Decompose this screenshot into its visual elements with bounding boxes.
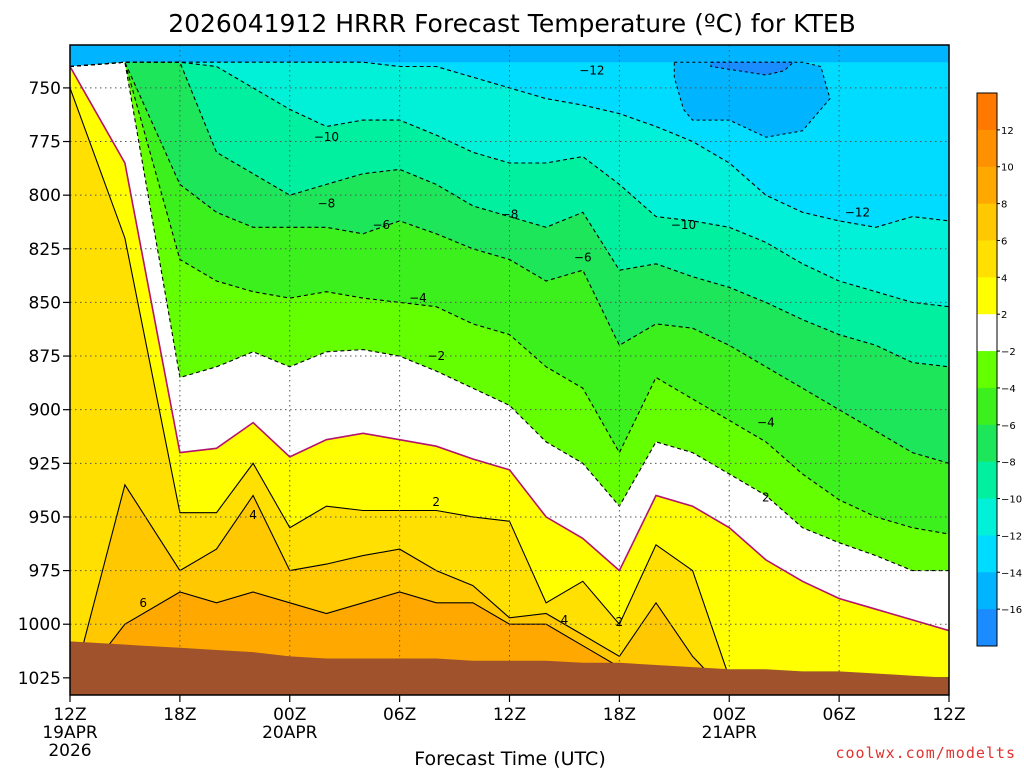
axes: 750 775 800 825 850 875 900 925 950 975 1000 1025 12…: [18, 79, 966, 761]
colorbar-swatch: [977, 203, 997, 241]
colorbar-label: −8: [1001, 458, 1016, 469]
x-tick-label: 06Z: [383, 705, 416, 725]
contour-label: −6: [372, 218, 390, 232]
colorbar-swatch: [977, 277, 997, 315]
contour-label: −2: [427, 349, 445, 363]
colorbar-label: 8: [1001, 200, 1007, 211]
y-tick-label: 1000: [18, 615, 61, 635]
isotherm-4: [70, 483, 949, 695]
colorbar-swatch: [977, 93, 997, 131]
colorbar-label: 4: [1001, 273, 1007, 284]
contour-label: 4: [561, 613, 569, 627]
colorbar-label: 6: [1001, 236, 1007, 247]
x-tick-date-label: 20APR: [262, 723, 318, 743]
isotherm-0: [70, 66, 949, 632]
chart-title: 2026041912 HRRR Forecast Temperature (ºC…: [168, 9, 856, 38]
contour-label: −8: [501, 207, 519, 221]
plot-area: [70, 45, 949, 695]
colorbar-label: −16: [1001, 605, 1022, 616]
y-tick-label: 900: [29, 401, 61, 421]
x-tick-label: 00Z: [713, 705, 746, 725]
contour-label: 4: [249, 508, 257, 522]
x-tick-label: 12Z: [53, 705, 86, 725]
colorbar: 12 10 8 6 4 2 −2 −4 −6 −8 −10 −12 −14 −16: [976, 92, 1022, 647]
contour-label: −4: [409, 291, 427, 305]
colorbar-label: −6: [1001, 421, 1016, 432]
colorbar-label: 12: [1001, 126, 1014, 137]
x-axis-label: Forecast Time (UTC): [414, 748, 605, 768]
contour-labels: −12 −10 −8 −6 −8 −10 −12 −6 −4 −2 −4 2 2 4 4 2 6: [139, 64, 870, 629]
x-tick-date-label: 21APR: [702, 723, 758, 743]
colorbar-label: −2: [1001, 347, 1016, 358]
x-tick-date-label: 19APR: [42, 723, 98, 743]
contour-label: −10: [314, 130, 339, 144]
colorbar-swatch: [977, 351, 997, 389]
contour-label: −12: [845, 205, 870, 219]
y-tick-label: 950: [29, 508, 61, 528]
y-tick-label: 750: [29, 79, 61, 99]
y-tick-label: 975: [29, 562, 61, 582]
y-tick-label: 925: [29, 454, 61, 474]
colorbar-swatch: [977, 129, 997, 168]
isotherm-neg6: [70, 61, 949, 464]
gridlines: [70, 45, 949, 695]
y-tick-label: 875: [29, 347, 61, 367]
colorbar-swatch: [977, 572, 997, 610]
colorbar-swatch: [977, 387, 997, 426]
contour-label: 2: [432, 495, 440, 509]
colorbar-label: −14: [1001, 568, 1022, 579]
colorbar-label: −4: [1001, 384, 1016, 395]
contour-label: −4: [757, 416, 775, 430]
x-tick-label: 12Z: [932, 705, 965, 725]
isotherm-6: [70, 591, 949, 695]
x-tick-label: 18Z: [603, 705, 636, 725]
colorbar-label: 10: [1001, 163, 1014, 174]
colorbar-swatch: [977, 240, 997, 278]
colorbar-swatch: [977, 166, 997, 205]
y-tick-label: 775: [29, 133, 61, 153]
x-tick-label: 18Z: [163, 705, 196, 725]
y-tick-label: 850: [29, 293, 61, 313]
colorbar-swatch: [977, 314, 997, 352]
colorbar-swatch: [977, 424, 997, 463]
y-tick-label: 825: [29, 240, 61, 260]
colorbar-label: 2: [1001, 310, 1007, 321]
x-tick-year-label: 2026: [48, 741, 91, 761]
colorbar-label: −10: [1001, 495, 1022, 506]
contour-label: −6: [574, 250, 592, 264]
colorbar-label: −12: [1001, 531, 1022, 542]
y-tick-label: 800: [29, 186, 61, 206]
x-tick-label: 00Z: [273, 705, 306, 725]
cold-pocket-neg16: [710, 61, 795, 76]
ground-surface: [70, 641, 949, 695]
isotherm-neg2: [70, 61, 949, 572]
contour-label: 2: [616, 615, 624, 629]
colorbar-swatch: [977, 461, 997, 500]
contour-label: 6: [139, 596, 147, 610]
contour-label: −10: [671, 218, 696, 232]
colorbar-swatch: [977, 498, 997, 536]
x-tick-label: 12Z: [493, 705, 526, 725]
y-tick-label: 1025: [18, 669, 61, 689]
band-c_4: [70, 87, 949, 695]
colorbar-swatch: [977, 535, 997, 573]
x-tick-label: 06Z: [822, 705, 855, 725]
contour-label: −12: [579, 64, 604, 78]
isotherm-neg12: [70, 61, 949, 228]
colorbar-frame: [976, 92, 998, 647]
isotherm-neg10: [70, 61, 949, 308]
isotherm-neg4: [70, 61, 949, 535]
credit-link[interactable]: coolwx.com/modelts: [835, 744, 1016, 762]
colorbar-swatch: [977, 609, 997, 647]
contour-label: 2: [762, 491, 770, 505]
contour-label: −8: [318, 197, 336, 211]
